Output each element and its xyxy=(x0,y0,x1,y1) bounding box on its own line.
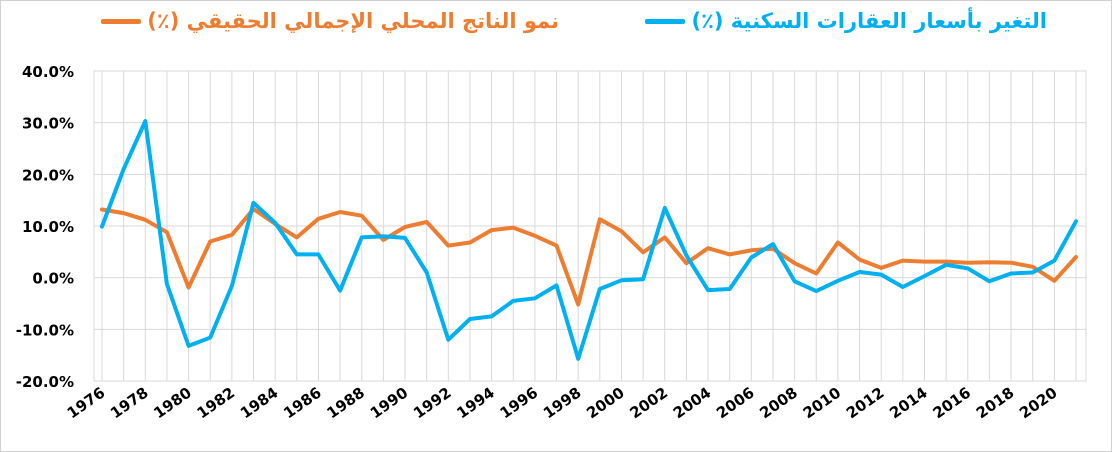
x-tick-label: 1998 xyxy=(540,384,585,423)
x-tick-label: 1980 xyxy=(150,384,195,423)
x-tick-label: 1992 xyxy=(410,384,455,423)
x-tick-label: 1984 xyxy=(237,384,282,423)
plot-area-border xyxy=(93,70,1087,382)
x-tick-label: 2014 xyxy=(886,384,931,423)
y-tick-label: 20.0% xyxy=(22,166,74,184)
series-line-housing-prices xyxy=(100,119,1078,361)
legend-item-housing-prices: التغير بأسعار العقارات السكنية (٪) xyxy=(645,9,1047,33)
x-tick-label: 1982 xyxy=(194,384,239,423)
series-line-real-gdp-growth xyxy=(100,207,1078,307)
y-tick-label: 40.0% xyxy=(22,63,74,81)
y-tick-label: 10.0% xyxy=(22,218,74,236)
x-tick-label: 2016 xyxy=(930,384,975,423)
x-tick-label: 2018 xyxy=(973,384,1018,423)
x-tick-label: 2006 xyxy=(713,384,758,423)
y-tick-label: 0.0% xyxy=(32,270,74,288)
x-tick-label: 1990 xyxy=(367,384,412,423)
x-tick-label: 1996 xyxy=(497,384,542,423)
gridlines xyxy=(94,70,1086,382)
series-lines xyxy=(100,119,1078,361)
x-tick-label: 2002 xyxy=(627,384,672,423)
legend-swatch-housing-prices xyxy=(645,18,686,24)
y-tick-label: -10.0% xyxy=(16,321,74,339)
y-tick-label: 30.0% xyxy=(22,115,74,133)
x-tick-label: 2010 xyxy=(800,384,845,423)
x-tick-label: 2020 xyxy=(1016,384,1061,423)
x-tick-label: 1978 xyxy=(107,384,152,423)
x-tick-label: 2004 xyxy=(670,384,715,423)
legend-label-housing-prices: التغير بأسعار العقارات السكنية (٪) xyxy=(691,9,1047,33)
y-tick-label: -20.0% xyxy=(16,373,74,391)
x-tick-label: 1988 xyxy=(324,384,369,423)
x-tick-label: 2008 xyxy=(756,384,801,423)
x-tick-label: 1986 xyxy=(280,384,325,423)
x-tick-label: 1994 xyxy=(453,384,498,423)
legend-item-real-gdp-growth: نمو الناتج المحلي الإجمالي الحقيقي (٪) xyxy=(101,9,559,33)
legend-label-real-gdp-growth: نمو الناتج المحلي الإجمالي الحقيقي (٪) xyxy=(147,9,559,33)
x-tick-label: 2012 xyxy=(843,384,888,423)
legend-swatch-real-gdp-growth xyxy=(101,18,142,24)
x-tick-label: 2000 xyxy=(583,384,628,423)
